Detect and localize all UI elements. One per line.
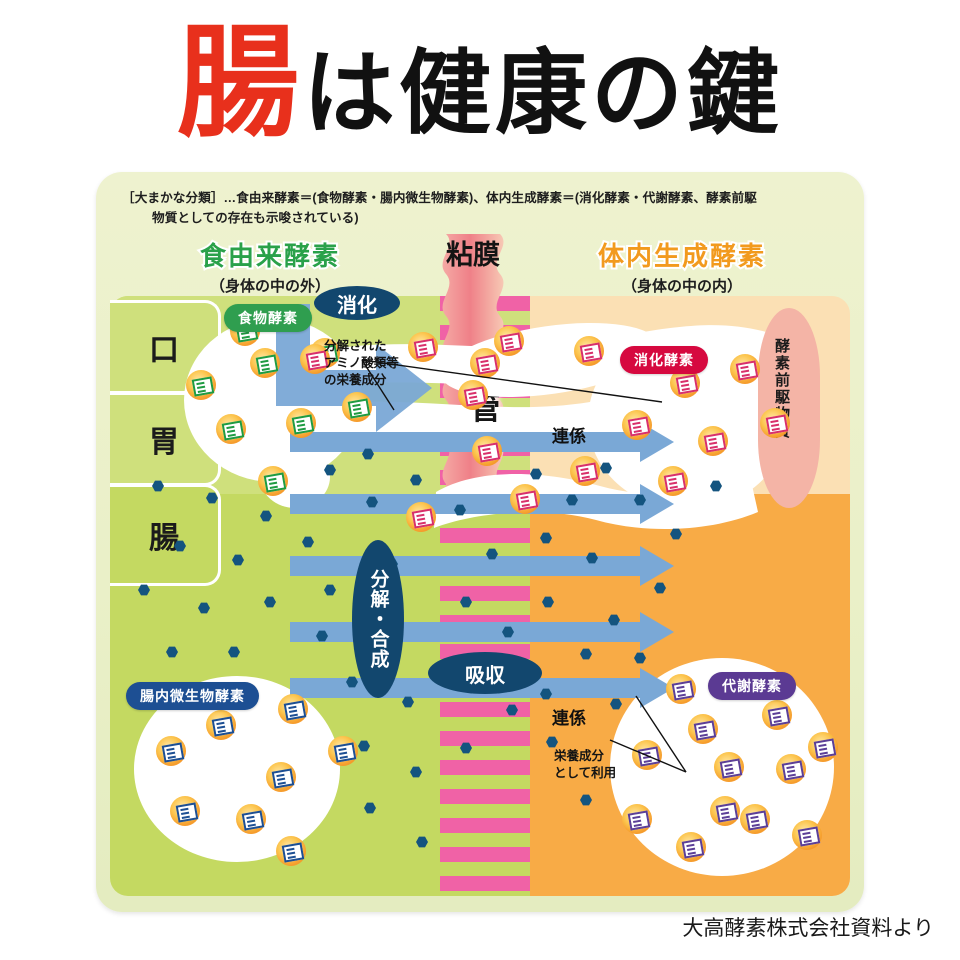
annotation-nutrients: 分解された アミノ酸類等 の栄養成分 — [324, 338, 399, 389]
badge-digestive-enzyme-label: 消化酵素 — [634, 352, 694, 368]
enzyme-token-icon — [470, 348, 500, 378]
enzyme-token-icon — [710, 796, 740, 826]
enzyme-token-icon — [730, 354, 760, 384]
diagram-panel: ［大まかな分類］…食由来酵素＝(食物酵素・腸内微生物酵素)、体内生成酵素＝(消化… — [96, 172, 864, 912]
annotation-nutrients-line-1: 分解された — [324, 339, 387, 353]
annotation-utilize-line-1: 栄養成分 — [554, 749, 605, 763]
enzyme-token-icon — [266, 762, 296, 792]
column-heading-body-produced-sub: （身体の中の内） — [621, 278, 742, 295]
badge-gut-microbe-enzyme-label: 腸内微生物酵素 — [140, 688, 245, 704]
enzyme-token-icon — [276, 836, 306, 866]
annotation-utilize-line-2: として利用 — [554, 765, 617, 780]
enzyme-token-icon — [776, 754, 806, 784]
enzyme-token-icon — [458, 380, 488, 410]
annotation-utilize: 栄養成分 として利用 — [554, 748, 616, 782]
enzyme-token-icon — [666, 674, 696, 704]
enzyme-token-icon — [698, 426, 728, 456]
process-breakdown-synthesis-label: 分解・合成 — [367, 569, 389, 669]
utilize-leader-lines — [609, 695, 687, 773]
mucosa-label: 粘膜 — [446, 240, 500, 271]
column-heading-food-derived-sub: （身体の中の外） — [209, 278, 330, 295]
badge-food-enzyme[interactable]: 食物酵素 — [224, 304, 312, 332]
enzyme-token-icon — [286, 408, 316, 438]
enzyme-token-icon — [762, 700, 792, 730]
badge-food-enzyme-label: 食物酵素 — [238, 310, 298, 326]
enzyme-token-icon — [258, 466, 288, 496]
source-credit: 大高酵素株式会社資料より — [682, 916, 934, 940]
caption-line-2: 物質としての存在も示唆されている) — [152, 211, 359, 226]
classification-caption: ［大まかな分類］…食由来酵素＝(食物酵素・腸内微生物酵素)、体内生成酵素＝(消化… — [122, 188, 838, 229]
enzyme-token-icon — [574, 336, 604, 366]
process-breakdown-synthesis[interactable]: 分解・合成 — [352, 540, 404, 698]
title-highlight: 腸 — [176, 10, 303, 154]
annotation-nutrients-line-3: の栄養成分 — [324, 372, 387, 387]
enzyme-token-icon — [494, 326, 524, 356]
organ-label-mouth-text: 口 — [149, 333, 179, 368]
label-link-lower: 連係 — [552, 709, 586, 729]
enzyme-token-icon — [676, 832, 706, 862]
enzyme-token-icon — [328, 736, 358, 766]
enzyme-token-icon — [216, 414, 246, 444]
process-absorption[interactable]: 吸収 — [428, 652, 542, 694]
process-digestion-label: 消化 — [337, 294, 377, 317]
enzyme-token-icon — [406, 502, 436, 532]
enzyme-token-icon — [170, 796, 200, 826]
enzyme-token-icon — [342, 392, 372, 422]
enzyme-token-icon — [408, 332, 438, 362]
enzyme-token-icon — [658, 466, 688, 496]
enzyme-token-icon — [236, 804, 266, 834]
badge-metabolic-enzyme[interactable]: 代謝酵素 — [708, 672, 796, 700]
enzyme-token-icon — [300, 344, 330, 374]
enzyme-token-icon — [688, 714, 718, 744]
enzyme-token-icon — [570, 456, 600, 486]
badge-metabolic-enzyme-label: 代謝酵素 — [722, 678, 782, 694]
enzyme-token-icon — [622, 804, 652, 834]
annotation-nutrients-line-2: アミノ酸類等 — [324, 355, 399, 370]
enzyme-token-icon — [792, 820, 822, 850]
enzyme-token-icon — [156, 736, 186, 766]
caption-line-1: ［大まかな分類］…食由来酵素＝(食物酵素・腸内微生物酵素)、体内生成酵素＝(消化… — [122, 191, 757, 205]
diagram-stage: 口 胃 腸 腸管 粘膜 — [110, 234, 850, 896]
enzyme-token-icon — [472, 436, 502, 466]
organ-label-intestine-text: 腸 — [149, 521, 179, 556]
enzyme-token-icon — [250, 348, 280, 378]
column-heading-body-produced-label: 体内生成酵素 — [596, 239, 766, 273]
organ-label-stomach-text: 胃 — [149, 425, 179, 460]
digestion-flow-arrow — [276, 304, 432, 432]
enzyme-token-icon — [808, 732, 838, 762]
label-link-upper: 連係 — [552, 427, 586, 447]
page-title: 腸は健康の鍵 — [0, 12, 960, 152]
organ-label-intestine: 腸 — [110, 484, 221, 586]
process-digestion[interactable]: 消化 — [314, 286, 400, 320]
enzyme-token-icon — [622, 410, 652, 440]
column-heading-body-produced: 体内生成酵素 （身体の中の内） — [552, 236, 812, 296]
enzyme-token-icon — [714, 752, 744, 782]
enzyme-token-icon — [206, 710, 236, 740]
enzyme-token-icon — [278, 694, 308, 724]
process-absorption-label: 吸収 — [465, 664, 505, 687]
enzyme-token-icon — [510, 484, 540, 514]
enzyme-token-icon — [740, 804, 770, 834]
badge-digestive-enzyme[interactable]: 消化酵素 — [620, 346, 708, 374]
column-heading-food-derived: 食由来酵素 （身体の中の外） — [140, 236, 400, 296]
enzyme-precursor-shape — [758, 308, 820, 508]
enzyme-token-icon — [186, 370, 216, 400]
nutrient-leader-lines — [361, 359, 663, 411]
column-heading-food-derived-label: 食由来酵素 — [198, 239, 340, 273]
enzyme-token-icon — [760, 408, 790, 438]
badge-gut-microbe-enzyme[interactable]: 腸内微生物酵素 — [126, 682, 259, 710]
title-rest: は健康の鍵 — [302, 39, 783, 147]
